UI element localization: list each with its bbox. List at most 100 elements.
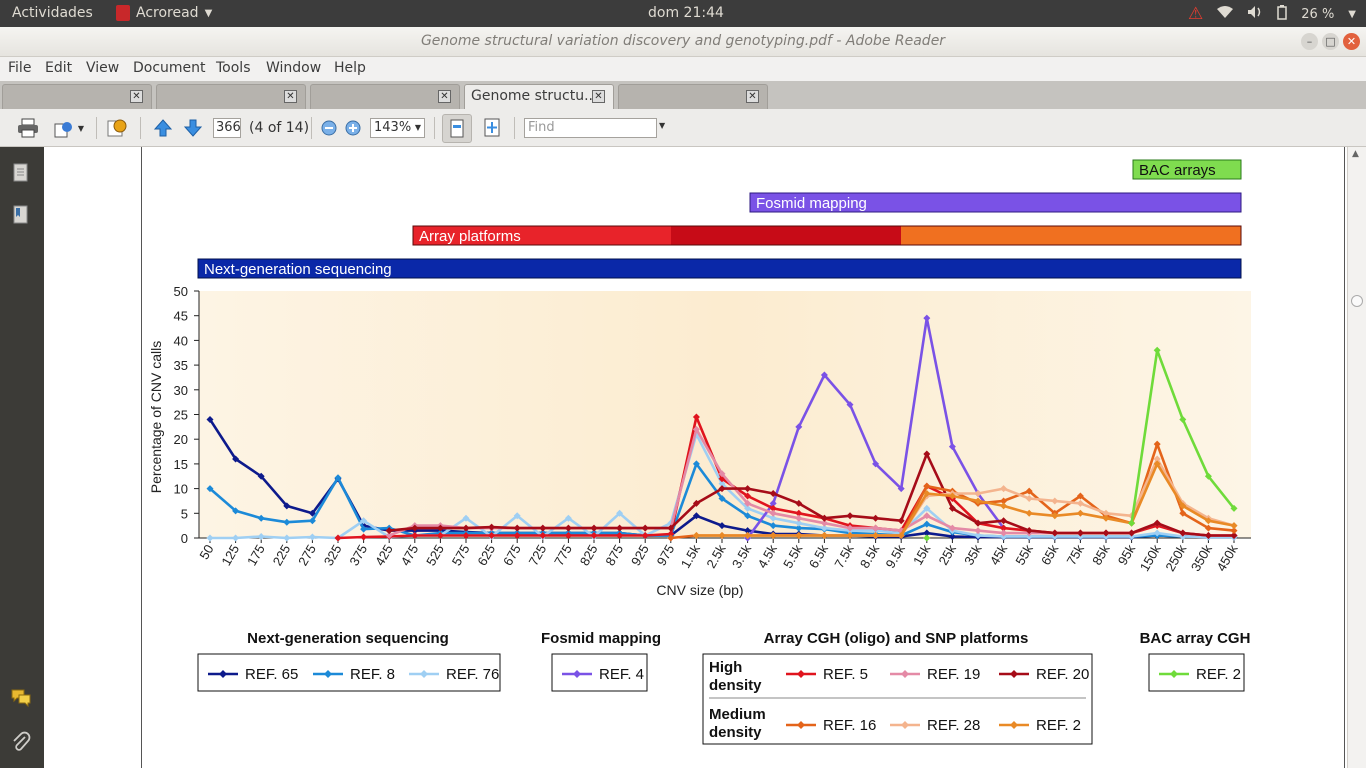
data-point: [795, 509, 803, 517]
legend-swatch-marker: [901, 721, 909, 729]
legend-entry: REF. 2: [999, 717, 1081, 734]
chevron-down-icon[interactable]: ▼: [77, 123, 85, 133]
find-input[interactable]: Find: [524, 118, 657, 138]
data-point: [308, 533, 316, 541]
menu-file[interactable]: File: [8, 60, 32, 76]
page-count: (4 of 14): [249, 120, 310, 136]
find-options-chevron-icon[interactable]: ▼: [659, 121, 666, 130]
zoom-out-icon[interactable]: [318, 117, 340, 139]
menu-document[interactable]: Document: [133, 60, 206, 76]
data-point: [948, 533, 956, 541]
close-tab-icon[interactable]: ✕: [130, 90, 143, 103]
document-tab[interactable]: ✕: [310, 84, 460, 109]
x-tick-label: 75k: [1064, 542, 1088, 568]
print-icon[interactable]: [17, 117, 39, 139]
document-tab-active[interactable]: Genome structu... ✕: [464, 84, 614, 109]
data-point: [948, 504, 956, 512]
data-point: [1153, 455, 1161, 463]
x-tick-label: 450k: [1214, 542, 1241, 574]
data-point: [308, 509, 316, 517]
system-tray[interactable]: ⚠ 26 % ▼: [1188, 4, 1356, 24]
data-point: [1051, 512, 1059, 520]
comments-icon[interactable]: [10, 688, 32, 710]
maximize-button[interactable]: □: [1322, 33, 1339, 50]
arrow-up-icon[interactable]: [152, 117, 174, 139]
x-axis-title: CNV size (bp): [656, 582, 743, 598]
x-tick-label: 150k: [1137, 542, 1164, 574]
zoom-in-icon[interactable]: [342, 117, 364, 139]
document-tab[interactable]: ✕: [156, 84, 306, 109]
data-point: [692, 532, 700, 540]
y-tick-label: 10: [174, 482, 188, 497]
y-tick-label: 40: [174, 333, 188, 348]
x-tick-label: 425: [372, 542, 396, 568]
data-point: [462, 514, 470, 522]
battery-icon[interactable]: [1277, 4, 1288, 24]
tools-icon[interactable]: [106, 117, 128, 139]
legend-title-bac: BAC array CGH: [1140, 630, 1251, 647]
data-point: [1000, 497, 1008, 505]
document-tab[interactable]: ✕: [2, 84, 152, 109]
data-point: [1102, 514, 1110, 522]
vertical-scrollbar[interactable]: ▲: [1347, 147, 1366, 768]
close-tab-icon[interactable]: ✕: [284, 90, 297, 103]
menu-edit[interactable]: Edit: [45, 60, 73, 76]
data-point: [820, 371, 828, 379]
x-tick-label: 875: [602, 542, 626, 568]
data-point: [846, 512, 854, 520]
series-line: [389, 452, 1234, 537]
warning-icon[interactable]: ⚠: [1188, 4, 1204, 24]
legend-entry: REF. 20: [999, 666, 1089, 683]
menu-window[interactable]: Window: [266, 60, 322, 76]
data-point: [872, 460, 880, 468]
menu-tools[interactable]: Tools: [216, 60, 251, 76]
chevron-down-icon: ▼: [414, 123, 421, 132]
close-tab-icon[interactable]: ✕: [746, 90, 759, 103]
bac-arrays-label: BAC arrays: [1139, 162, 1216, 179]
data-point: [820, 519, 828, 527]
x-tick-label: 8.5k: [857, 542, 883, 571]
data-point: [360, 533, 368, 541]
data-point: [1179, 529, 1187, 537]
zoom-level-select[interactable]: 143% ▼: [370, 118, 425, 138]
document-tab[interactable]: ✕: [618, 84, 768, 109]
fit-width-button[interactable]: [442, 114, 472, 143]
data-point: [692, 512, 700, 520]
y-axis-title: Percentage of CNV calls: [148, 341, 164, 494]
close-tab-icon[interactable]: ✕: [438, 90, 451, 103]
menu-help[interactable]: Help: [334, 60, 366, 76]
scrollbar-thumb[interactable]: [1351, 295, 1363, 307]
activities-button[interactable]: Actividades: [12, 5, 93, 21]
page-number-input[interactable]: 366: [213, 118, 241, 138]
y-tick-label: 50: [174, 284, 188, 299]
fit-page-button[interactable]: [478, 114, 508, 143]
app-menu[interactable]: Acroread ▼: [116, 5, 212, 21]
data-point: [974, 527, 982, 535]
menu-view[interactable]: View: [86, 60, 120, 76]
data-point: [590, 524, 598, 532]
wifi-icon[interactable]: [1217, 5, 1234, 23]
close-tab-icon[interactable]: ✕: [592, 90, 605, 103]
attachments-icon[interactable]: [10, 731, 32, 753]
legend: Next-generation sequencing REF. 65 REF. 8…: [197, 630, 1251, 745]
arrow-down-icon[interactable]: [182, 117, 204, 139]
data-point: [1204, 517, 1212, 525]
data-point: [411, 532, 419, 540]
clock[interactable]: dom 21:44: [648, 5, 724, 21]
fosmid-mapping-label: Fosmid mapping: [756, 195, 867, 212]
series-array_high-6: [385, 450, 1238, 540]
toolbar-separator: [140, 117, 141, 139]
tab-label: Genome structu...: [471, 88, 593, 104]
data-point: [283, 534, 291, 542]
volume-icon[interactable]: [1247, 5, 1263, 23]
bookmarks-panel-icon[interactable]: [10, 204, 32, 226]
x-tick-label: 45k: [987, 542, 1011, 568]
pages-panel-icon[interactable]: [10, 162, 32, 184]
scroll-up-icon[interactable]: ▲: [1352, 149, 1359, 159]
minimize-button[interactable]: –: [1301, 33, 1318, 50]
x-tick-label: 375: [346, 542, 370, 568]
share-icon[interactable]: [53, 117, 75, 139]
data-point: [872, 532, 880, 540]
close-window-button[interactable]: ✕: [1343, 33, 1360, 50]
toolbar: ▼ 366 (4 of 14) 143% ▼ Find ▼: [0, 109, 1366, 147]
